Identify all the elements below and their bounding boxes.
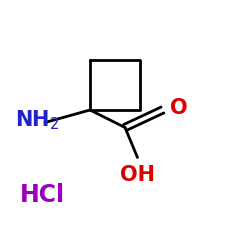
Text: NH$_2$: NH$_2$	[15, 108, 60, 132]
Text: OH: OH	[120, 165, 155, 185]
Text: HCl: HCl	[20, 183, 65, 207]
Text: O: O	[170, 98, 188, 117]
